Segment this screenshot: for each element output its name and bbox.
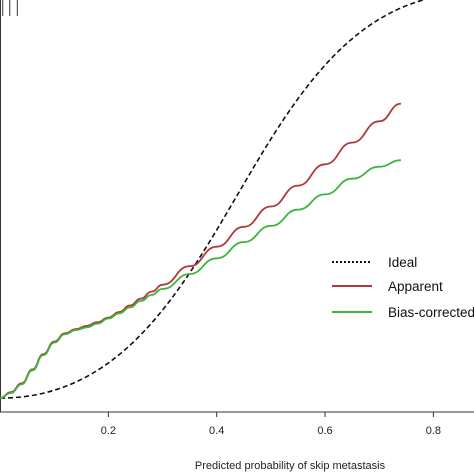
legend-label: Bias-corrected	[388, 305, 474, 320]
legend: Ideal Apparent Bias-corrected	[332, 255, 474, 320]
series-line-apparent	[0, 102, 402, 399]
rug-marks	[2, 0, 18, 16]
x-tick-label: 0.4	[209, 425, 224, 437]
x-axis-title: Predicted probability of skip metastasis	[195, 460, 386, 472]
axes: 0.2 0.4 0.6 0.8	[0, 0, 474, 437]
legend-label: Ideal	[388, 255, 417, 270]
series-line-bias-corrected	[0, 159, 401, 399]
series-line-ideal	[0, 0, 427, 399]
x-tick-label: 0.2	[101, 425, 116, 437]
x-tick-label: 0.8	[426, 425, 441, 437]
x-tick-label: 0.6	[317, 425, 332, 437]
series-lines	[0, 0, 427, 399]
legend-label: Apparent	[388, 279, 443, 294]
